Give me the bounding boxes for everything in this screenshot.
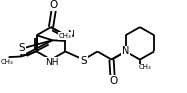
Text: N: N [67,30,73,39]
Text: NH: NH [45,58,59,67]
Text: N: N [122,46,129,56]
Text: S: S [18,43,25,53]
Text: S: S [80,56,87,66]
Text: CH₃: CH₃ [138,64,151,70]
Text: O: O [50,0,58,10]
Text: CH₃: CH₃ [58,33,71,39]
Text: CH₃: CH₃ [0,59,13,65]
Text: O: O [109,76,118,86]
